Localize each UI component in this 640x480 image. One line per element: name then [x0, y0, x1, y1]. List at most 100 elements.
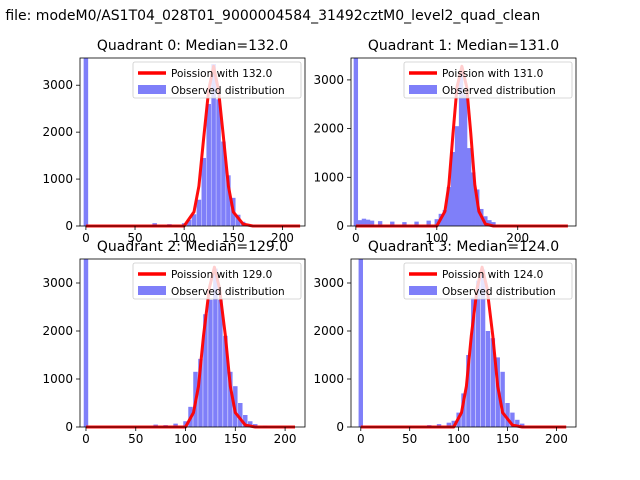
legend-hist-swatch: [138, 286, 166, 295]
x-tick-label: 50: [127, 231, 142, 245]
y-tick-label: 0: [336, 219, 344, 233]
histogram-bar: [83, 58, 89, 226]
histogram-bar: [196, 199, 202, 226]
histogram-bar: [238, 403, 243, 427]
y-tick-label: 1000: [313, 170, 344, 184]
histogram-bar: [458, 72, 464, 226]
histogram-bar: [221, 141, 226, 226]
x-tick-label: 50: [128, 432, 143, 446]
legend-hist-label: Observed distribution: [442, 286, 556, 298]
legend-hist-swatch: [138, 85, 166, 94]
histogram-bar: [461, 393, 466, 427]
x-tick-label: 200: [506, 231, 529, 245]
x-tick-label: 0: [352, 231, 360, 245]
histogram-bar: [446, 422, 452, 427]
histogram-bar: [462, 94, 468, 227]
legend-box: [132, 262, 302, 300]
legend: Poission with 129.0 Observed distribution: [132, 262, 302, 300]
histogram-bar: [485, 331, 491, 427]
subplot-title: Quadrant 0: Median=132.0: [97, 38, 288, 54]
x-tick-label: 200: [271, 231, 294, 245]
histogram-bar: [186, 219, 192, 226]
histogram-bar: [446, 187, 452, 226]
histogram-bar: [173, 423, 178, 427]
histogram-bar: [505, 403, 510, 427]
y-tick-label: 3000: [313, 276, 344, 290]
histogram-bar: [471, 172, 476, 226]
x-tick-label: 150: [496, 432, 519, 446]
histogram-bar: [402, 222, 407, 226]
x-tick-label: 100: [425, 231, 448, 245]
histogram-bar: [361, 218, 367, 226]
histogram-bar: [475, 280, 481, 427]
histogram-bar: [248, 421, 253, 427]
histogram-bar: [358, 259, 363, 427]
y-tick-label: 3000: [42, 78, 73, 92]
histogram-bar: [471, 297, 476, 427]
legend-box: [132, 61, 302, 99]
axes-frame: [350, 258, 577, 428]
x-tick-label: 0: [357, 432, 365, 446]
y-tick-label: 3000: [42, 276, 73, 290]
y-tick-label: 0: [65, 420, 73, 434]
legend-box: [403, 262, 573, 300]
legend-fit-label: Poission with 124.0: [442, 269, 543, 281]
histogram-bar: [377, 221, 383, 226]
axes-frame: [350, 57, 577, 227]
histogram-bar: [223, 335, 228, 427]
histogram-bar: [500, 371, 505, 427]
histogram-bar: [450, 151, 456, 226]
legend: Poission with 124.0 Observed distribution: [403, 262, 573, 300]
histogram-bar: [487, 220, 492, 226]
histogram-bar: [206, 103, 211, 226]
y-tick-label: 0: [336, 420, 344, 434]
histogram-bar: [201, 157, 207, 226]
legend-hist-label: Observed distribution: [171, 85, 285, 97]
figure-suptitle: n file: modeM0/AS1T04_028T01_9000004584_…: [0, 8, 540, 24]
y-tick-label: 2000: [42, 125, 73, 139]
legend-fit-label: Poission with 131.0: [442, 68, 543, 80]
histogram-bar: [228, 371, 233, 427]
histogram-bar: [191, 214, 197, 226]
histogram-bar: [216, 99, 221, 226]
x-tick-label: 50: [402, 432, 417, 446]
legend-hist-swatch: [409, 85, 437, 94]
histogram-bar: [519, 423, 525, 427]
y-tick-label: 2000: [313, 122, 344, 136]
histogram-bar: [357, 220, 363, 226]
histogram-bar: [218, 299, 223, 427]
legend-fit-label: Poission with 129.0: [171, 269, 272, 281]
histogram-bar: [390, 221, 395, 226]
y-tick-label: 1000: [42, 172, 73, 186]
y-tick-label: 2000: [313, 324, 344, 338]
histogram-bar: [211, 64, 216, 226]
histogram-bar: [414, 221, 419, 226]
y-tick-label: 1000: [42, 372, 73, 386]
legend: Poission with 132.0 Observed distribution: [132, 61, 302, 99]
histogram-bar: [466, 148, 472, 226]
histogram-bar: [491, 222, 496, 226]
histogram-bar: [480, 269, 486, 427]
y-tick-label: 2000: [42, 324, 73, 338]
histogram-bar: [510, 412, 515, 427]
histogram-bar: [490, 338, 496, 427]
histogram-bar: [243, 415, 248, 427]
histogram-bar: [83, 259, 89, 427]
y-tick-label: 0: [65, 219, 73, 233]
legend-fit-label: Poission with 132.0: [171, 68, 272, 80]
histogram-bar: [466, 355, 471, 427]
x-tick-label: 100: [174, 432, 197, 446]
axes-frame: [79, 57, 306, 227]
subplot-title: Quadrant 1: Median=131.0: [368, 38, 559, 54]
x-tick-label: 0: [82, 432, 90, 446]
x-tick-label: 150: [224, 432, 247, 446]
legend-hist-label: Observed distribution: [442, 85, 556, 97]
histogram-bar: [203, 314, 208, 427]
histogram-bar: [434, 219, 439, 226]
histogram-bar: [226, 175, 231, 226]
histogram-bar: [442, 209, 448, 226]
x-tick-label: 100: [447, 432, 470, 446]
